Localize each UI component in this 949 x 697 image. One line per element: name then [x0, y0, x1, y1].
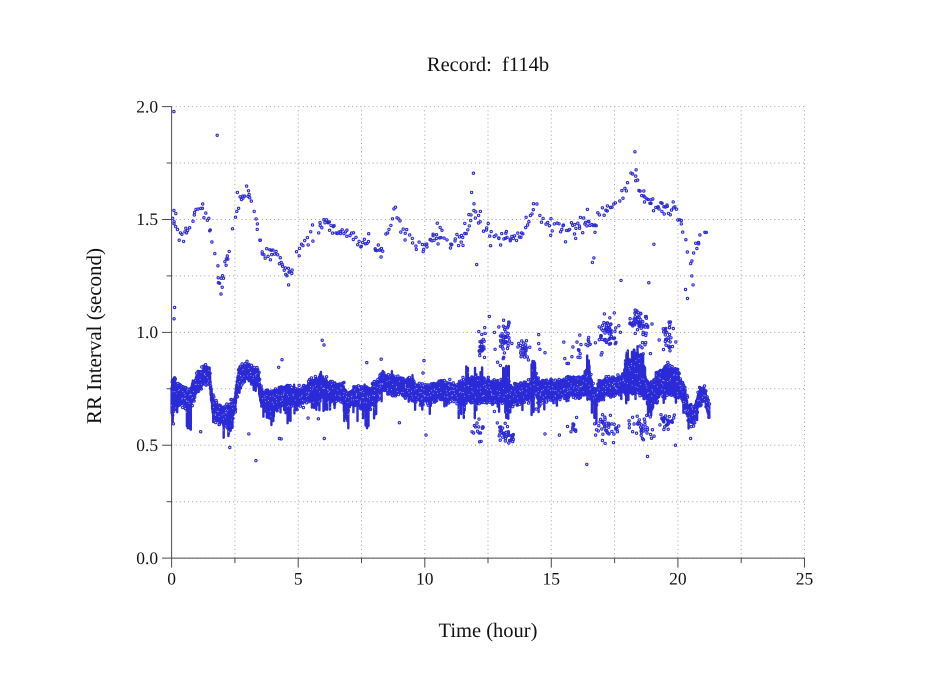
svg-text:Record: f114b: Record: f114b — [427, 54, 549, 76]
svg-text:0.0: 0.0 — [136, 548, 158, 568]
svg-text:10: 10 — [416, 569, 434, 589]
svg-text:2.0: 2.0 — [136, 96, 158, 116]
svg-text:0: 0 — [167, 569, 176, 589]
svg-text:20: 20 — [669, 569, 687, 589]
svg-text:RR Interval (second): RR Interval (second) — [82, 248, 106, 424]
svg-text:1.5: 1.5 — [136, 209, 158, 229]
svg-text:Time (hour): Time (hour) — [439, 620, 538, 642]
svg-text:25: 25 — [796, 569, 814, 589]
svg-text:15: 15 — [543, 569, 561, 589]
svg-text:5: 5 — [294, 569, 303, 589]
svg-text:1.0: 1.0 — [136, 322, 158, 342]
svg-text:0.5: 0.5 — [136, 435, 158, 455]
